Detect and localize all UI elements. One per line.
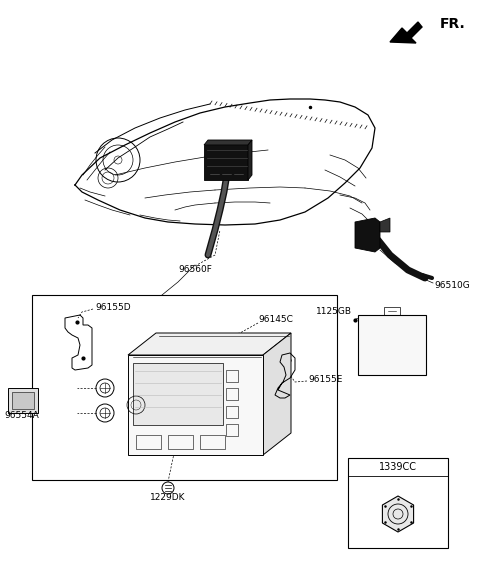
- Text: 1229DK: 1229DK: [150, 494, 186, 502]
- Polygon shape: [204, 145, 248, 180]
- Bar: [226, 370, 238, 382]
- Polygon shape: [355, 218, 380, 252]
- Polygon shape: [128, 333, 291, 355]
- Text: 1125GB: 1125GB: [316, 308, 352, 316]
- Polygon shape: [204, 140, 252, 145]
- Bar: [358, 315, 426, 375]
- Bar: [366, 329, 418, 367]
- Polygon shape: [248, 140, 252, 180]
- Bar: [128, 355, 263, 455]
- Polygon shape: [380, 218, 390, 232]
- Bar: [384, 307, 400, 317]
- Text: 96554A: 96554A: [5, 411, 39, 419]
- Bar: [133, 363, 223, 425]
- Polygon shape: [383, 496, 414, 532]
- Text: 96155D: 96155D: [95, 304, 131, 313]
- Text: 96150B: 96150B: [140, 384, 175, 392]
- Bar: [226, 388, 238, 400]
- Text: 96560F: 96560F: [178, 266, 212, 275]
- Bar: [8, 388, 38, 413]
- Bar: [348, 458, 448, 548]
- Bar: [32, 295, 337, 480]
- Bar: [226, 406, 238, 418]
- Bar: [226, 424, 238, 436]
- Bar: [12, 392, 34, 409]
- Polygon shape: [263, 333, 291, 455]
- Bar: [168, 435, 193, 449]
- Text: 1339CC: 1339CC: [379, 462, 417, 472]
- Bar: [200, 435, 225, 449]
- Text: 96150B: 96150B: [140, 408, 175, 418]
- Text: 96145C: 96145C: [258, 316, 293, 324]
- Text: 96510G: 96510G: [434, 282, 470, 290]
- Bar: [136, 435, 161, 449]
- Text: FR.: FR.: [440, 17, 466, 31]
- Polygon shape: [390, 22, 422, 43]
- Text: 96155E: 96155E: [308, 376, 342, 385]
